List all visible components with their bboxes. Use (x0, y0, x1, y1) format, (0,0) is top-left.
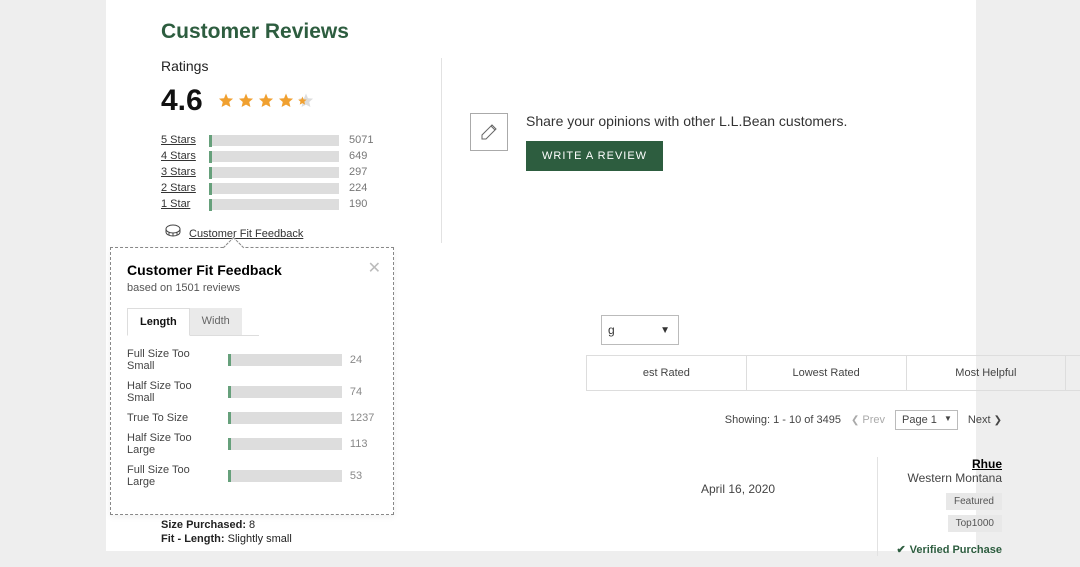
popover-tabs: LengthWidth (127, 308, 259, 336)
fit-row: Half Size Too Small 74 (127, 380, 377, 404)
next-button[interactable]: Next ❯ (968, 414, 1002, 426)
breakdown-row[interactable]: 1 Star 190 (161, 198, 401, 210)
fit-count: 113 (350, 438, 377, 450)
rating-value: 4.6 (161, 84, 203, 118)
breakdown-bar (209, 135, 339, 146)
sort-dropdown-value: g (608, 323, 615, 337)
sort-tab[interactable]: est Rated (587, 356, 747, 390)
star-icon (257, 92, 275, 110)
verified-purchase: ✔Verified Purchase (896, 543, 1002, 556)
fit-bar (228, 354, 342, 366)
share-row: Share your opinions with other L.L.Bean … (470, 113, 946, 171)
sort-tabs: est RatedLowest RatedMost HelpfulPhoto R… (586, 355, 1080, 391)
star-icon (237, 92, 255, 110)
fit-bar (228, 438, 342, 450)
ratings-label: Ratings (161, 58, 401, 74)
fit-feedback-popover: ✕ Customer Fit Feedback based on 1501 re… (110, 247, 394, 515)
sort-tab[interactable]: Most Helpful (907, 356, 1067, 390)
fit-count: 1237 (350, 412, 377, 424)
chevron-left-icon: ❮ (851, 415, 859, 426)
check-icon: ✔ (896, 544, 905, 556)
fit-count: 24 (350, 354, 377, 366)
pencil-icon (470, 113, 508, 151)
fit-label: Half Size Too Large (127, 432, 220, 456)
breakdown-row[interactable]: 3 Stars 297 (161, 166, 401, 178)
reviewer-badge: Featured (946, 493, 1002, 510)
review-date: April 16, 2020 (701, 482, 775, 496)
sort-tab[interactable]: Photo Reviews First (1066, 356, 1080, 390)
two-column-layout: Ratings 4.6 5 Stars 5071 4 Stars 649 3 Stars… (161, 58, 946, 243)
fit-row: True To Size 1237 (127, 412, 377, 424)
tab-width[interactable]: Width (190, 308, 242, 335)
breakdown-label[interactable]: 5 Stars (161, 134, 199, 146)
pagination: Showing: 1 - 10 of 3495 ❮ Prev Page 1 ▼ … (725, 410, 1002, 430)
fit-count: 53 (350, 470, 377, 482)
breakdown-count: 297 (349, 166, 379, 178)
sort-dropdown[interactable]: g ▼ (601, 315, 679, 345)
fit-feedback-link[interactable]: Customer Fit Feedback (189, 228, 303, 240)
popover-title: Customer Fit Feedback (127, 262, 377, 278)
close-icon[interactable]: ✕ (368, 258, 381, 278)
sort-tab[interactable]: Lowest Rated (747, 356, 907, 390)
breakdown-bar (209, 167, 339, 178)
breakdown-label[interactable]: 2 Stars (161, 182, 199, 194)
breakdown-bar (209, 199, 339, 210)
share-text: Share your opinions with other L.L.Bean … (526, 113, 847, 129)
write-review-button[interactable]: WRITE A REVIEW (526, 141, 663, 171)
fit-label: True To Size (127, 412, 220, 424)
rating-stars (217, 92, 315, 110)
chevron-right-icon: ❯ (994, 415, 1002, 426)
fit-bar (228, 412, 342, 424)
tab-length[interactable]: Length (127, 308, 190, 336)
fit-bar (228, 386, 342, 398)
fit-label: Full Size Too Large (127, 464, 220, 488)
section-title: Customer Reviews (161, 20, 946, 44)
fit-bar (228, 470, 342, 482)
star-icon (217, 92, 235, 110)
showing-text: Showing: 1 - 10 of 3495 (725, 414, 841, 426)
breakdown-bar (209, 151, 339, 162)
rating-row: 4.6 (161, 84, 401, 118)
page-select[interactable]: Page 1 ▼ (895, 410, 958, 430)
breakdown-count: 224 (349, 182, 379, 194)
breakdown-label[interactable]: 1 Star (161, 198, 199, 210)
review-fit: Fit - Length: Slightly small (161, 533, 292, 545)
fit-row: Full Size Too Large 53 (127, 464, 377, 488)
breakdown-row[interactable]: 2 Stars 224 (161, 182, 401, 194)
fit-rows: Full Size Too Small 24 Half Size Too Small… (127, 348, 377, 488)
fit-row: Half Size Too Large 113 (127, 432, 377, 456)
breakdown-bar (209, 183, 339, 194)
breakdown-label[interactable]: 4 Stars (161, 150, 199, 162)
fit-row: Full Size Too Small 24 (127, 348, 377, 372)
breakdown-count: 190 (349, 198, 379, 210)
breakdown-row[interactable]: 4 Stars 649 (161, 150, 401, 162)
star-icon (277, 92, 295, 110)
ratings-summary: Ratings 4.6 5 Stars 5071 4 Stars 649 3 Stars… (161, 58, 401, 243)
tape-measure-icon (165, 224, 181, 243)
review-size: Size Purchased: 8 (161, 519, 292, 531)
caret-down-icon: ▼ (660, 325, 670, 336)
fit-feedback-link-row[interactable]: Customer Fit Feedback (165, 224, 401, 243)
caret-down-icon: ▼ (944, 414, 952, 423)
reviewer-info: Rhue Western Montana Featured Top1000 ✔Ve… (877, 457, 1002, 556)
prev-button[interactable]: ❮ Prev (851, 414, 885, 426)
breakdown-label[interactable]: 3 Stars (161, 166, 199, 178)
star-icon (297, 92, 315, 110)
reviewer-location: Western Montana (896, 471, 1002, 485)
fit-label: Full Size Too Small (127, 348, 220, 372)
share-column: Share your opinions with other L.L.Bean … (441, 58, 946, 243)
reviewer-badge: Top1000 (948, 515, 1002, 532)
rating-breakdown: 5 Stars 5071 4 Stars 649 3 Stars 297 2 Stars 22… (161, 134, 401, 210)
breakdown-count: 5071 (349, 134, 379, 146)
reviewer-name[interactable]: Rhue (896, 457, 1002, 471)
breakdown-row[interactable]: 5 Stars 5071 (161, 134, 401, 146)
popover-subtitle: based on 1501 reviews (127, 282, 377, 294)
fit-label: Half Size Too Small (127, 380, 220, 404)
fit-count: 74 (350, 386, 377, 398)
breakdown-count: 649 (349, 150, 379, 162)
